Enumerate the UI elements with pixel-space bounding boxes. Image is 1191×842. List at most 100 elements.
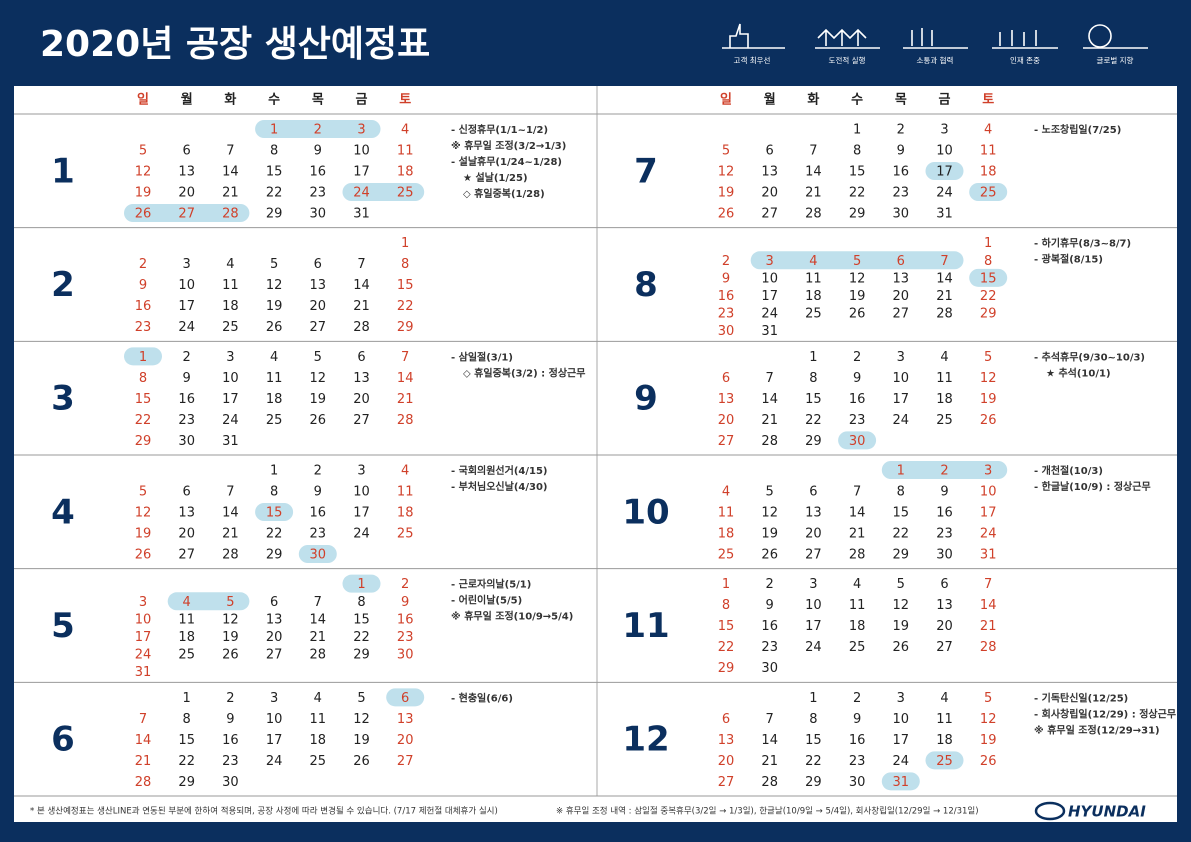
- day: 19: [310, 392, 327, 407]
- day: 2: [314, 123, 322, 138]
- day: 1: [357, 577, 365, 592]
- day: 2: [897, 123, 905, 138]
- day: 13: [718, 733, 735, 748]
- note: - 기독탄신일(12/25): [1034, 691, 1128, 704]
- day: 18: [397, 506, 414, 521]
- day: 16: [135, 299, 152, 314]
- day: 12: [310, 371, 327, 386]
- day: 3: [766, 254, 774, 269]
- icon: [1088, 24, 1112, 48]
- day: 21: [761, 754, 778, 769]
- weekday: 토: [399, 93, 411, 108]
- highlight: [969, 268, 1008, 287]
- day: 17: [805, 619, 822, 634]
- day: 7: [940, 254, 948, 269]
- day: 12: [893, 598, 910, 613]
- day: 24: [936, 186, 953, 201]
- day: 11: [936, 712, 953, 727]
- note: - 국회의원선거(4/15): [451, 464, 548, 477]
- day: 23: [761, 640, 778, 655]
- day: 25: [222, 320, 239, 335]
- day: 18: [266, 392, 283, 407]
- day: 9: [226, 712, 234, 727]
- day: 20: [805, 527, 822, 542]
- value-label: 인재 존중: [1010, 55, 1040, 65]
- day: 19: [980, 392, 997, 407]
- day: 7: [984, 577, 992, 592]
- day: 15: [849, 165, 866, 180]
- day: 31: [135, 665, 152, 680]
- day: 27: [397, 754, 414, 769]
- day: 6: [722, 712, 730, 727]
- day: 27: [353, 413, 370, 428]
- day: 22: [980, 289, 997, 304]
- day: 8: [853, 144, 861, 159]
- day: 9: [314, 144, 322, 159]
- day: 1: [809, 691, 817, 706]
- day: 13: [936, 598, 953, 613]
- day: 15: [397, 278, 414, 293]
- day: 2: [940, 464, 948, 479]
- day: 3: [357, 123, 365, 138]
- day: 16: [893, 165, 910, 180]
- day: 10: [266, 712, 283, 727]
- day: 14: [397, 371, 414, 386]
- day: 6: [722, 371, 730, 386]
- note: - 하기휴무(8/3~8/7): [1034, 237, 1131, 250]
- day: 17: [353, 165, 370, 180]
- day: 17: [893, 733, 910, 748]
- day: 21: [936, 289, 953, 304]
- day: 3: [226, 350, 234, 365]
- day: 19: [222, 630, 239, 645]
- day: 19: [893, 619, 910, 634]
- day: 18: [310, 733, 327, 748]
- day: 17: [222, 392, 239, 407]
- day: 8: [984, 254, 992, 269]
- day: 10: [805, 598, 822, 613]
- day: 25: [936, 413, 953, 428]
- day: 28: [222, 207, 239, 222]
- value-label: 소통과 협력: [917, 55, 954, 65]
- day: 23: [310, 527, 327, 542]
- day: 28: [849, 548, 866, 563]
- day: 18: [222, 299, 239, 314]
- note: ※ 휴무일 조정(3/2→1/3): [451, 139, 566, 152]
- note: - 한글날(10/9) : 정상근무: [1034, 480, 1151, 493]
- day: 27: [718, 775, 735, 790]
- weekday: 토: [982, 93, 994, 108]
- day: 15: [266, 506, 283, 521]
- icon: [903, 28, 968, 49]
- day: 27: [178, 548, 195, 563]
- day: 1: [809, 350, 817, 365]
- note: ★ 추석(10/1): [1046, 366, 1111, 379]
- day: 6: [766, 144, 774, 159]
- day: 30: [397, 648, 414, 663]
- weekday: 수: [851, 93, 863, 108]
- day: 24: [980, 527, 997, 542]
- value-label: 고객 최우선: [734, 55, 771, 65]
- day: 19: [980, 733, 997, 748]
- month-label: 1: [51, 151, 75, 191]
- day: 5: [314, 350, 322, 365]
- day: 21: [310, 630, 327, 645]
- day: 14: [135, 733, 152, 748]
- highlight: [750, 251, 964, 270]
- highlight: [298, 545, 337, 563]
- day: 26: [353, 754, 370, 769]
- weekday: 금: [939, 93, 951, 108]
- note: - 개천절(10/3): [1034, 464, 1103, 477]
- value-label: 글로벌 지향: [1097, 55, 1134, 65]
- day: 7: [809, 144, 817, 159]
- day: 3: [270, 691, 278, 706]
- day: 25: [397, 527, 414, 542]
- day: 9: [853, 371, 861, 386]
- day: 9: [139, 278, 147, 293]
- day: 2: [401, 577, 409, 592]
- day: 27: [805, 548, 822, 563]
- title: 2020년 공장 생산예정표: [40, 24, 430, 65]
- day: 26: [135, 548, 152, 563]
- day: 12: [135, 506, 152, 521]
- day: 25: [718, 548, 735, 563]
- day: 23: [849, 754, 866, 769]
